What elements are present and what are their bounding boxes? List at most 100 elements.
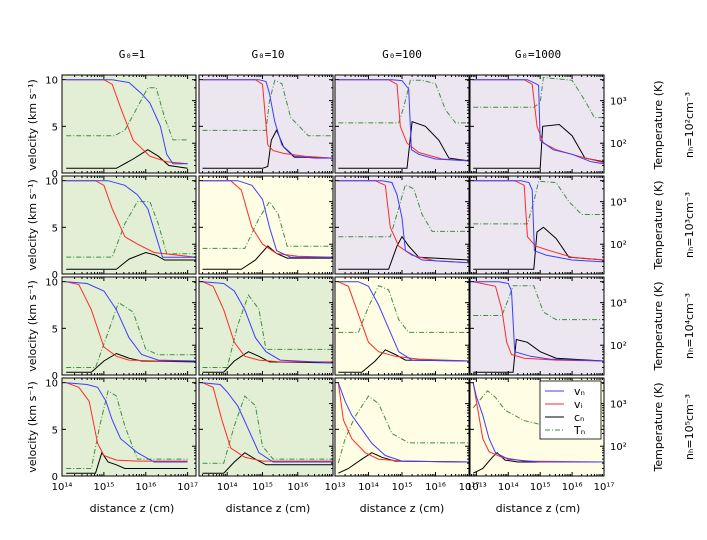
y-right-axis-label: Temperature (K) <box>652 383 665 473</box>
x-axis-label: distance z (cm) <box>496 502 581 515</box>
x-tick-label: 10¹⁶ <box>135 482 156 493</box>
y-tick-label: 0 <box>52 169 58 180</box>
y-axis-label: velocity (km s⁻¹) <box>26 179 39 271</box>
x-axis-label: distance z (cm) <box>226 502 311 515</box>
panel-frame <box>198 74 334 174</box>
x-axis-label: distance z (cm) <box>90 502 175 515</box>
panel <box>334 276 470 376</box>
series-line-cn <box>473 338 604 373</box>
x-tick-label: 10¹⁴ <box>358 482 379 493</box>
y-right-tick-label: 10² <box>610 139 627 150</box>
panel: 10¹³ 10¹⁴ 10¹⁵ 10¹⁶ 10¹⁷ <box>325 377 479 493</box>
x-tick-label: 10¹³ <box>325 482 346 493</box>
y-right-tick-label: 10² <box>610 341 627 352</box>
panel-series <box>202 281 333 373</box>
panel-series <box>473 281 604 373</box>
series-line-Tn <box>202 200 333 249</box>
series-line-Tn <box>337 395 469 464</box>
series-line-Tn <box>472 390 604 430</box>
legend-label: Tₙ <box>573 424 585 437</box>
y-axis-label: velocity (km s⁻¹) <box>26 381 39 473</box>
panel-series <box>473 180 604 270</box>
series-line-vn <box>202 180 333 258</box>
panel-series <box>338 180 469 270</box>
series-line-Tn <box>473 180 604 225</box>
y-tick-label: 5 <box>52 425 58 436</box>
x-tick-label: 10¹⁷ <box>594 482 615 493</box>
y-tick-label: 5 <box>52 223 58 234</box>
panel-background <box>335 176 469 274</box>
legend-label: vₙ <box>574 385 585 398</box>
series-line-Tn <box>66 390 188 469</box>
column-label: G₀=1000 <box>515 48 561 61</box>
series-line-Tn <box>338 285 469 333</box>
panel-series <box>473 76 604 169</box>
series-line-vn <box>202 79 333 159</box>
panel: 10² 10³ <box>469 74 627 174</box>
panel: 0 5 10 10¹⁴ 10¹⁵ 10¹⁶ 10¹⁷ <box>45 377 198 493</box>
series-line-vi <box>202 180 333 258</box>
panel: 10¹⁴ 10¹⁵ 10¹⁶ <box>198 377 334 493</box>
x-tick-label: 10¹⁵ <box>530 482 551 493</box>
series-line-vn <box>338 281 469 362</box>
series-line-vi <box>338 79 469 162</box>
series-line-vn <box>472 382 604 463</box>
panel-frame <box>198 175 334 275</box>
series-line-vi <box>66 281 196 362</box>
panel-background <box>335 378 469 476</box>
x-tick-label: 10¹⁷ <box>177 482 198 493</box>
x-axis-labels: distance z (cm) distance z (cm) distance… <box>90 502 581 515</box>
series-line-vn <box>66 79 188 165</box>
panel-series <box>338 79 469 169</box>
series-line-cn <box>472 452 604 474</box>
y-right-tick-label: 10³ <box>610 400 627 411</box>
row-label: nₕ=10⁵cm⁻³ <box>683 394 696 460</box>
x-tick-label: 10¹⁴ <box>498 482 519 493</box>
series-line-vi <box>472 382 604 463</box>
series-line-vi <box>473 180 604 261</box>
y-tick-label: 10 <box>45 177 58 188</box>
series-line-vn <box>338 180 469 264</box>
series-line-vn <box>337 382 469 463</box>
series-line-cn <box>202 128 333 169</box>
y-axis-label: velocity (km s⁻¹) <box>26 79 39 171</box>
panel: 10² 10³ 10¹³ 10¹⁴ 10¹⁵ 10¹⁶ 10¹⁷ <box>466 377 627 493</box>
row-label: nₕ=10³cm⁻³ <box>683 192 696 258</box>
series-line-vn <box>473 180 604 263</box>
y-tick-label: 10 <box>45 379 58 390</box>
panel-series <box>66 382 188 474</box>
series-line-cn <box>338 452 469 474</box>
panel-series <box>202 79 333 169</box>
x-tick-label: 10¹⁴ <box>217 482 238 493</box>
panel <box>198 175 334 275</box>
y-axis-label: velocity (km s⁻¹) <box>26 280 39 372</box>
series-line-vi <box>338 281 469 362</box>
panel: 0 5 10 <box>45 175 197 281</box>
panel <box>198 74 334 174</box>
panel: 0 5 10 <box>45 74 197 180</box>
series-line-vi <box>66 79 188 165</box>
y-right-tick-label: 10³ <box>610 299 627 310</box>
y-tick-label: 5 <box>52 324 58 335</box>
y-axis-labels: velocity (km s⁻¹) velocity (km s⁻¹) velo… <box>26 79 39 473</box>
panel <box>198 276 334 376</box>
y-tick-label: 10 <box>45 76 58 87</box>
series-line-vi <box>338 180 469 264</box>
panel-background <box>199 378 333 476</box>
panel-background <box>199 277 333 375</box>
x-axis-label: distance z (cm) <box>360 502 445 515</box>
panel-background <box>470 176 604 274</box>
series-line-cn <box>66 451 188 474</box>
panel <box>334 175 470 275</box>
series-line-Tn <box>338 183 469 238</box>
x-tick-label: 10¹³ <box>466 482 487 493</box>
column-label: G₀=1 <box>119 48 146 61</box>
series-line-vi <box>202 281 333 363</box>
panel-series <box>66 180 196 270</box>
y-tick-label: 0 <box>52 371 58 382</box>
panel: 10² 10³ <box>469 276 627 376</box>
row-labels: nₕ=10²cm⁻³ nₕ=10³cm⁻³ nₕ=10⁴cm⁻³ nₕ=10⁵c… <box>683 92 696 460</box>
